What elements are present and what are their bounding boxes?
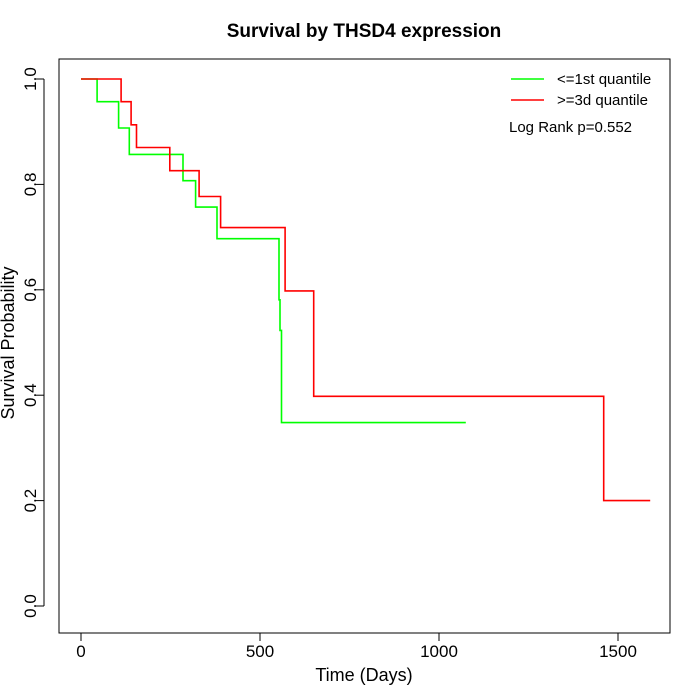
series-line-0 <box>81 78 466 424</box>
y-axis-label: Survival Probability <box>0 266 18 419</box>
x-axis-label: Time (Days) <box>315 665 412 685</box>
y-tick-label: 0.8 <box>21 173 40 197</box>
series-line-1 <box>81 78 651 502</box>
y-tick-label: 1.0 <box>21 67 40 91</box>
legend-label: <=1st quantile <box>557 71 651 88</box>
x-tick-label: 500 <box>246 642 274 661</box>
chart-title: Survival by THSD4 expression <box>227 21 502 42</box>
x-tick-label: 0 <box>76 642 85 661</box>
y-axis: 0.0 0.2 0.4 0.6 0.8 1.0 <box>21 67 45 618</box>
y-tick-label: 0.6 <box>21 278 40 302</box>
legend-label: >=3d quantile <box>557 92 648 109</box>
legend: <=1st quantile >=3d quantile <box>511 71 651 109</box>
x-axis: 0 500 1000 1500 <box>76 632 637 661</box>
series-layer <box>81 78 651 502</box>
plot-frame <box>58 58 671 634</box>
x-tick-label: 1500 <box>599 642 637 661</box>
y-tick-label: 0.2 <box>21 489 40 513</box>
y-tick-label: 0.4 <box>21 383 40 407</box>
y-tick-label: 0.0 <box>21 594 40 618</box>
x-tick-label: 1000 <box>420 642 458 661</box>
log-rank-annotation: Log Rank p=0.552 <box>509 119 632 136</box>
